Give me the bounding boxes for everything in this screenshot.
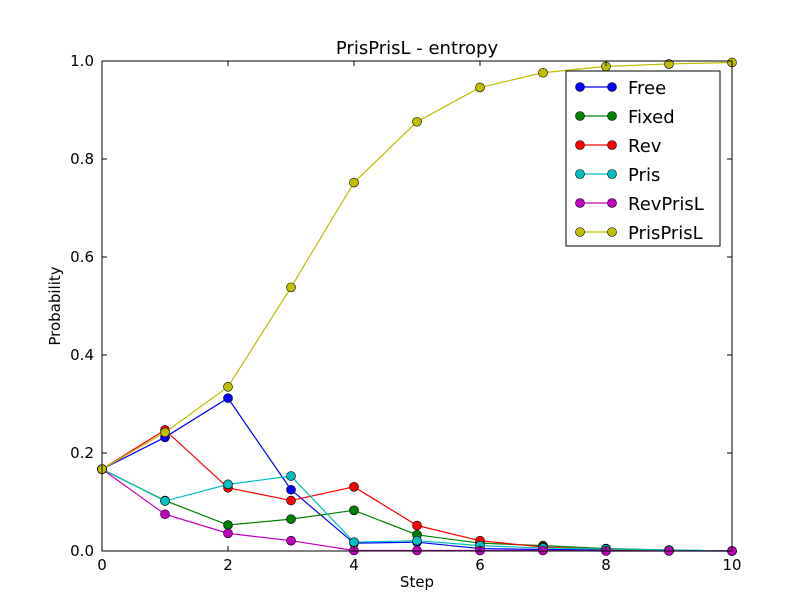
legend-item-rev: Rev: [575, 136, 662, 157]
legend-label: Pris: [628, 165, 660, 186]
chart-title: PrisPrisL - entropy: [336, 38, 499, 59]
y-tick-label: 0.0: [70, 542, 94, 560]
data-point-prisprisl: [349, 177, 359, 188]
data-point-prisprisl: [664, 59, 674, 69]
legend-item-pris: Pris: [575, 165, 660, 186]
legend-marker: [607, 140, 617, 150]
legend-box: [565, 70, 721, 247]
data-point-fixed: [349, 505, 359, 516]
legend-items: Free Fixed Rev Pris RevPrisL PrisPrisL: [575, 78, 704, 244]
y-tick-label: 0.4: [70, 346, 94, 364]
x-tick-label: 2: [223, 556, 233, 574]
legend-marker: [575, 111, 585, 121]
data-point-pris: [349, 537, 359, 547]
series-prisprisl: [97, 57, 737, 474]
legend-marker: [607, 169, 617, 179]
legend-marker: [575, 169, 585, 179]
legend-label: Rev: [628, 136, 662, 157]
legend-item-fixed: Fixed: [575, 107, 675, 128]
x-tick-label: 10: [722, 556, 741, 574]
data-point-prisprisl: [286, 282, 296, 293]
data-point-free: [286, 484, 296, 495]
legend-label: PrisPrisL: [628, 223, 703, 244]
data-point-fixed: [286, 514, 296, 524]
data-point-prisprisl: [538, 67, 548, 78]
axis-ticks: 0 2 4 6 8 10 0.0 0.2 0.4 0.6 0.8 1.0: [70, 52, 741, 574]
data-point-free: [223, 393, 233, 403]
x-tick-label: 4: [349, 556, 359, 574]
legend-marker: [607, 227, 617, 237]
data-point-fixed: [223, 520, 233, 530]
y-axis-label: Probability: [46, 266, 64, 345]
legend-label: Fixed: [628, 107, 675, 128]
x-tick-label: 0: [97, 556, 107, 574]
legend-item-free: Free: [575, 78, 666, 99]
data-point-prisprisl: [223, 382, 233, 392]
data-point-prisprisl: [412, 116, 422, 127]
x-tick-label: 8: [601, 556, 611, 574]
data-point-revprisl: [160, 509, 170, 520]
data-point-revprisl: [223, 528, 233, 539]
data-point-rev: [349, 482, 359, 492]
legend-item-prisprisl: PrisPrisL: [575, 223, 703, 244]
legend-marker: [575, 198, 585, 208]
y-tick-label: 0.2: [70, 444, 94, 462]
legend-marker: [575, 82, 585, 92]
data-point-pris: [286, 471, 296, 481]
legend-marker: [575, 227, 585, 237]
legend-marker: [607, 198, 617, 208]
legend-marker: [607, 111, 617, 121]
data-point-pris: [160, 496, 170, 506]
y-tick-label: 0.6: [70, 248, 94, 266]
y-tick-label: 1.0: [70, 52, 94, 70]
legend: Free Fixed Rev Pris RevPrisL PrisPrisL: [565, 70, 721, 247]
data-point-rev: [286, 495, 296, 506]
data-point-prisprisl: [475, 82, 485, 93]
data-point-pris: [412, 535, 422, 546]
legend-label: RevPrisL: [628, 194, 704, 215]
legend-marker: [607, 82, 617, 92]
plot-frame: [101, 60, 733, 552]
y-tick-label: 0.8: [70, 150, 94, 168]
data-point-pris: [223, 479, 233, 490]
data-point-rev: [412, 520, 422, 531]
data-point-prisprisl: [160, 427, 170, 438]
legend-label: Free: [628, 78, 666, 99]
data-point-revprisl: [286, 535, 296, 546]
legend-marker: [575, 140, 585, 150]
x-tick-label: 6: [475, 556, 485, 574]
x-axis-label: Step: [400, 573, 434, 591]
legend-item-revprisl: RevPrisL: [575, 194, 704, 215]
